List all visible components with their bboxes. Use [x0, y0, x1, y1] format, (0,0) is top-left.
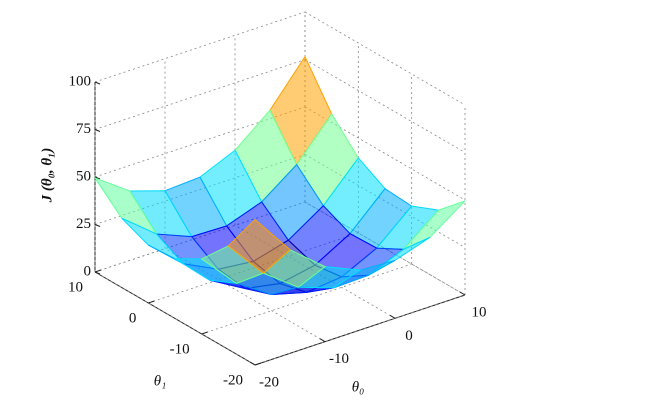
z-tick-label: 50 [76, 168, 91, 184]
grid-line [94, 271, 256, 366]
x-tick-label: 10 [472, 304, 487, 320]
grid-line [304, 59, 466, 153]
y-tick-label: -10 [170, 341, 190, 357]
grid-line [164, 248, 326, 343]
x-tick-label: 0 [405, 328, 413, 344]
tick-mark [94, 176, 101, 180]
x-tick-label: -10 [329, 351, 349, 367]
z-tick-label: 25 [76, 216, 91, 232]
grid-line [94, 106, 306, 178]
tick-mark [249, 361, 256, 366]
z-tick-label: 75 [76, 121, 91, 137]
y-axis-label: θ₁ [154, 373, 167, 389]
x-tick-label: -20 [259, 374, 279, 390]
tick-mark [94, 224, 101, 227]
tick-mark [389, 314, 396, 319]
surface-patch [227, 218, 291, 274]
tick-mark [201, 331, 208, 335]
tick-mark [319, 338, 326, 343]
tick-mark [148, 300, 155, 304]
tick-mark [94, 271, 101, 275]
z-tick-label: 0 [84, 263, 92, 279]
z-axis-label: J (θ₀, θ₁) [39, 148, 55, 204]
z-tick-label: 100 [69, 73, 92, 89]
y-tick-label: 0 [129, 310, 137, 326]
grid-line [94, 59, 306, 130]
grid-line [234, 224, 396, 319]
y-tick-label: 10 [68, 279, 83, 295]
tick-mark [94, 269, 102, 273]
grid-line [304, 201, 466, 296]
grid-line [201, 263, 412, 335]
tick-mark [94, 129, 101, 132]
tick-mark [459, 291, 466, 296]
grid-line [304, 11, 466, 106]
grid-line [94, 11, 306, 83]
grid-line [254, 294, 466, 366]
tick-mark [254, 362, 262, 366]
x-axis-label: θ₀ [352, 379, 365, 395]
y-tick-label: -20 [223, 372, 243, 388]
tick-mark [94, 81, 101, 85]
